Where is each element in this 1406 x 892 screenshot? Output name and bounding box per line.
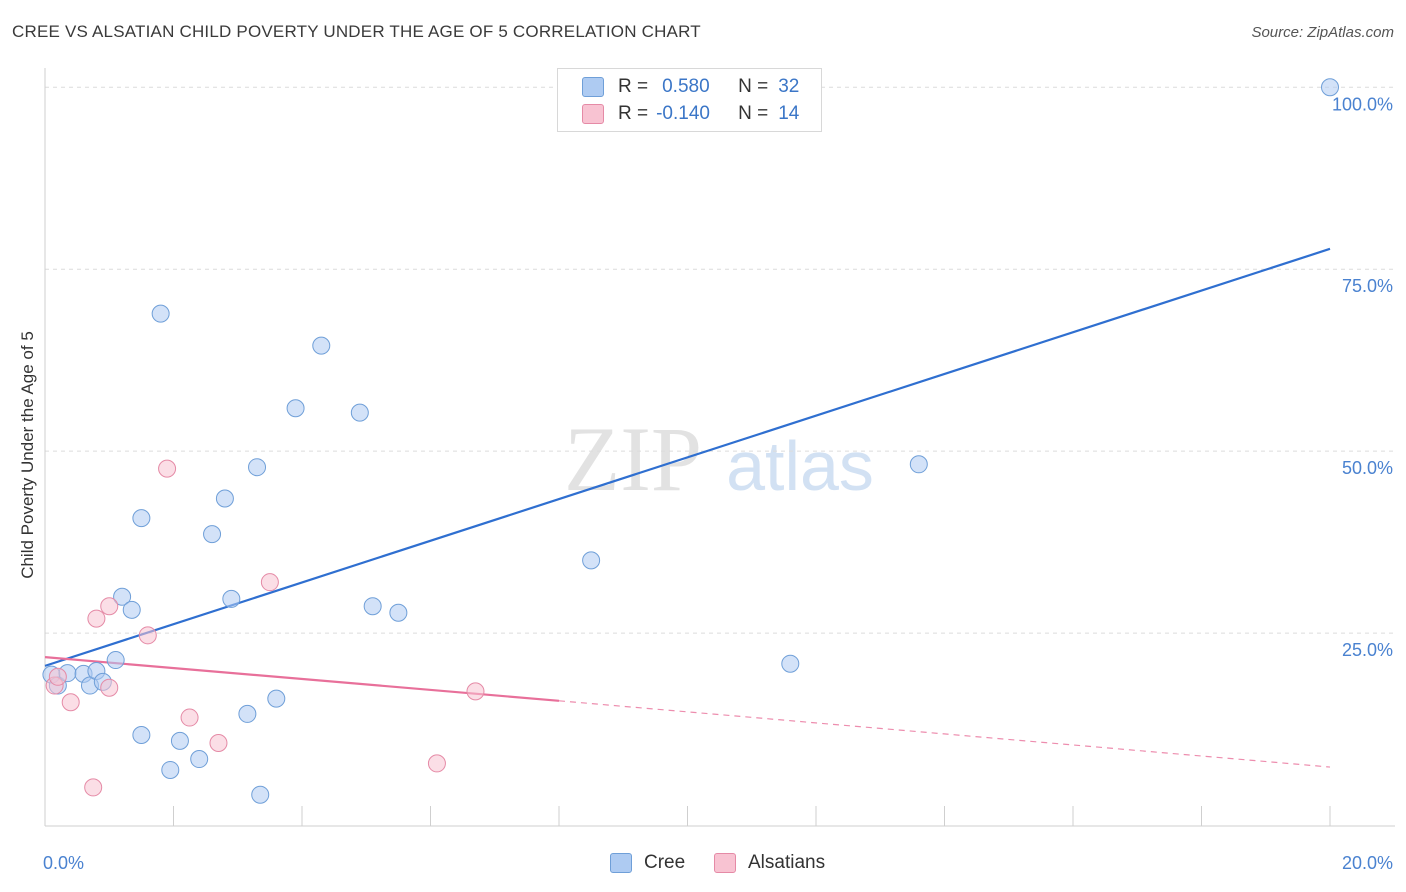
bottom-legend-alsatians: Alsatians [714, 852, 825, 874]
point-cree [1321, 78, 1339, 97]
point-cree [113, 587, 132, 606]
bottom-legend-cree: Cree [610, 852, 685, 874]
trend-line-cree [44, 247, 1331, 667]
point-cree [203, 525, 222, 544]
point-cree [132, 726, 151, 745]
point-cree [582, 551, 601, 570]
correlation-legend: R = 0.580 N = 32 R = -0.140 N = 14 [557, 68, 822, 132]
point-cree [122, 600, 141, 619]
point-cree [389, 603, 408, 622]
point-cree [251, 785, 270, 804]
point-alsatians [61, 693, 80, 712]
point-cree [909, 455, 928, 474]
data-points [42, 78, 1339, 804]
bottom-legend-label-alsatians: Alsatians [748, 852, 826, 873]
point-cree [248, 458, 267, 477]
point-alsatians [466, 682, 485, 701]
watermark-atlas: atlas [726, 427, 874, 505]
bottom-legend-swatch-cree [610, 853, 632, 873]
y-tick-label: 25.0% [1342, 640, 1393, 660]
point-cree [170, 731, 189, 750]
point-alsatians [100, 678, 119, 697]
watermark: ZIP atlas [564, 408, 874, 510]
legend-n-value: 14 [778, 103, 800, 124]
bottom-legend-label-cree: Cree [644, 852, 686, 873]
x-tick-label: 20.0% [1342, 853, 1393, 873]
legend-row-cree: R = 0.580 N = 32 [582, 75, 799, 99]
point-alsatians [48, 667, 67, 686]
point-cree [238, 704, 257, 723]
legend-swatch-cree [582, 77, 604, 97]
source-label: Source: ZipAtlas.com [1251, 24, 1394, 41]
point-alsatians [87, 609, 106, 628]
point-cree [781, 654, 800, 673]
point-cree [132, 509, 151, 528]
legend-n-label: N = [738, 76, 769, 97]
point-cree [312, 336, 331, 355]
point-cree [106, 651, 125, 670]
point-cree [363, 597, 382, 616]
legend-n-label: N = [738, 103, 769, 124]
point-cree [215, 489, 234, 508]
legend-swatch-alsatians [582, 104, 604, 124]
point-cree [286, 399, 305, 418]
legend-n-value: 32 [778, 76, 800, 97]
point-cree [350, 403, 369, 422]
trend-line-dashed-alsatians [558, 700, 1331, 768]
tick-labels: 25.0% 50.0% 75.0% 100.0% 0.0% 20.0% [43, 94, 1393, 873]
legend-r-label: R = [618, 76, 649, 97]
legend-r-value: -0.140 [656, 103, 710, 124]
legend-r-value: 0.580 [662, 76, 710, 97]
point-alsatians [100, 597, 119, 616]
point-cree [190, 750, 209, 769]
legend-row-alsatians: R = -0.140 N = 14 [582, 102, 799, 126]
point-cree [151, 304, 170, 323]
point-cree [161, 760, 180, 779]
bottom-legend-swatch-alsatians [714, 853, 736, 873]
x-tick-label: 0.0% [43, 853, 84, 873]
axes [44, 68, 1395, 827]
legend-r-label: R = [618, 103, 649, 124]
point-alsatians [427, 754, 446, 773]
point-alsatians [260, 573, 279, 592]
point-cree [222, 589, 241, 608]
point-cree [267, 689, 286, 708]
point-alsatians [84, 778, 103, 797]
point-alsatians [138, 626, 157, 645]
point-alsatians [180, 708, 199, 727]
point-alsatians [158, 459, 177, 478]
point-alsatians [209, 734, 228, 753]
y-tick-label: 100.0% [1332, 94, 1393, 114]
y-tick-label: 50.0% [1342, 458, 1393, 478]
chart-title: CREE VS ALSATIAN CHILD POVERTY UNDER THE… [12, 22, 701, 41]
y-tick-label: 75.0% [1342, 276, 1393, 296]
grid-lines [45, 86, 1395, 634]
